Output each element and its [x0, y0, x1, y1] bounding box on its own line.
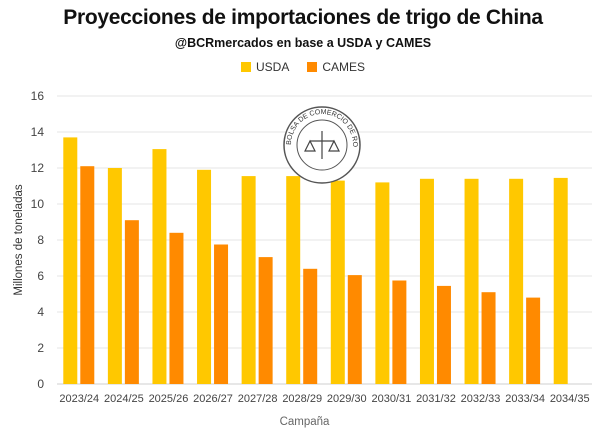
legend-label-cames: CAMES: [322, 60, 366, 74]
x-tick-label: 2025/26: [149, 393, 189, 405]
legend: USDA CAMES: [0, 60, 606, 74]
scales-icon: [304, 131, 340, 159]
legend-item-usda: USDA: [240, 60, 290, 74]
x-tick-label: 2031/32: [416, 393, 456, 405]
bar-usda: [509, 178, 524, 384]
x-tick-label: 2033/34: [505, 393, 545, 405]
chart-subtitle: @BCRmercados en base a USDA y CAMES: [174, 36, 432, 50]
bar-usda: [553, 177, 568, 384]
bar-cames: [392, 280, 407, 384]
y-tick-label: 2: [37, 341, 44, 355]
x-tick-label: 2028/29: [282, 393, 322, 405]
bar-usda: [286, 176, 301, 384]
bar-usda: [419, 178, 434, 384]
x-tick-label: 2030/31: [371, 393, 411, 405]
legend-item-cames: CAMES: [307, 60, 365, 74]
x-tick-label: 2024/25: [104, 393, 144, 405]
x-tick-label: 2027/28: [238, 393, 278, 405]
bar-usda: [241, 176, 256, 384]
bar-cames: [303, 268, 318, 384]
bar-usda: [197, 169, 212, 384]
y-tick-label: 16: [31, 89, 45, 103]
x-tick-label: 2034/35: [550, 393, 590, 405]
bar-usda: [375, 182, 390, 384]
x-axis-label: Campaña: [280, 416, 330, 428]
bar-usda: [330, 180, 345, 384]
bar-usda: [63, 137, 78, 384]
bar-cames: [80, 166, 95, 384]
bar-cames: [214, 244, 229, 384]
bar-cames: [526, 297, 541, 384]
bar-cames: [347, 275, 362, 384]
y-tick-label: 0: [37, 377, 44, 391]
chart-title: Proyecciones de importaciones de trigo d…: [63, 6, 543, 29]
legend-label-usda: USDA: [255, 60, 290, 74]
bar-usda: [107, 168, 122, 384]
x-tick-label: 2029/30: [327, 393, 367, 405]
y-tick-label: 6: [37, 269, 44, 283]
legend-swatch-cames: [307, 62, 318, 72]
y-tick-label: 4: [37, 305, 44, 319]
y-tick-label: 14: [31, 125, 45, 139]
y-tick-label: 12: [31, 161, 45, 175]
bar-cames: [436, 285, 451, 384]
bar-usda: [152, 149, 167, 384]
x-tick-label: 2026/27: [193, 393, 233, 405]
bar-cames: [258, 257, 273, 384]
bar-cames: [481, 292, 496, 384]
bar-cames: [169, 232, 184, 384]
bar-usda: [464, 178, 479, 384]
x-tick-label: 2023/24: [59, 393, 99, 405]
bar-cames: [124, 220, 139, 384]
y-axis-label: Millones de toneladas: [13, 184, 25, 295]
y-tick-label: 8: [37, 233, 44, 247]
seal-inner-ring: [296, 119, 348, 171]
x-tick-label: 2032/33: [461, 393, 501, 405]
y-tick-label: 10: [31, 197, 45, 211]
legend-swatch-usda: [240, 62, 251, 72]
